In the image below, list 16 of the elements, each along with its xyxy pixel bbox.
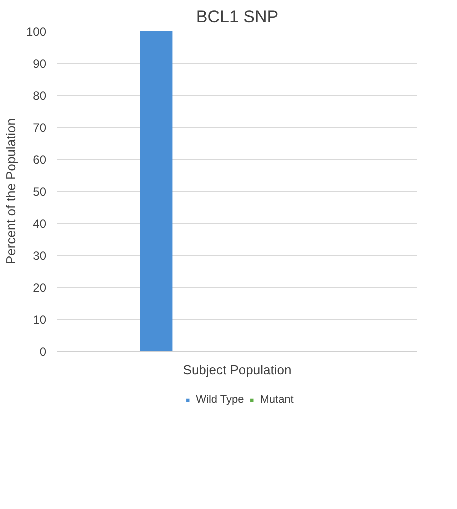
y-tick-label: 100	[26, 25, 47, 39]
y-axis-title: Percent of the Population	[3, 118, 18, 264]
chart-title: BCL1 SNP	[196, 8, 279, 26]
y-tick-label: 80	[33, 89, 47, 103]
y-tick-label: 0	[40, 345, 47, 359]
y-tick-label: 70	[33, 121, 47, 135]
y-tick-label: 60	[33, 153, 47, 167]
y-tick-label: 40	[33, 217, 47, 231]
x-axis-title: Subject Population	[183, 362, 292, 378]
y-tick-label: 10	[33, 313, 47, 327]
legend-label: Mutant	[260, 394, 294, 406]
y-tick-label: 20	[33, 281, 47, 295]
y-tick-label: 50	[33, 185, 47, 199]
y-tick-label: 90	[33, 57, 47, 71]
y-tick-label: 30	[33, 249, 47, 263]
legend-label: Wild Type	[196, 394, 244, 406]
